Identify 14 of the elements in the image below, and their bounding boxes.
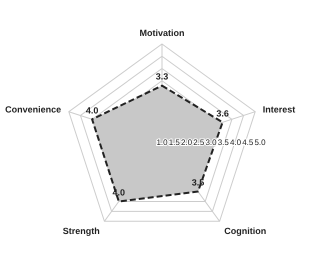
spoke-label: Motivation xyxy=(140,28,184,38)
data-label: 4.0 xyxy=(86,105,98,116)
spoke-label: Cognition xyxy=(224,226,266,236)
data-label: 3.6 xyxy=(216,108,229,118)
y-tick-label: 2.0 xyxy=(180,138,193,147)
spoke-label: Strength xyxy=(62,226,100,236)
y-tick-label: 5.0 xyxy=(254,138,266,147)
y-tick-label: 4.5 xyxy=(242,138,254,147)
y-tick-label: 2.5 xyxy=(193,138,205,147)
spoke-label: Interest xyxy=(262,104,296,114)
y-tick-label: 1.0 xyxy=(156,138,168,147)
data-label: 3.3 xyxy=(156,72,168,82)
y-tick-label: 1.5 xyxy=(168,138,180,147)
spoke-label: Convenience xyxy=(5,104,62,114)
